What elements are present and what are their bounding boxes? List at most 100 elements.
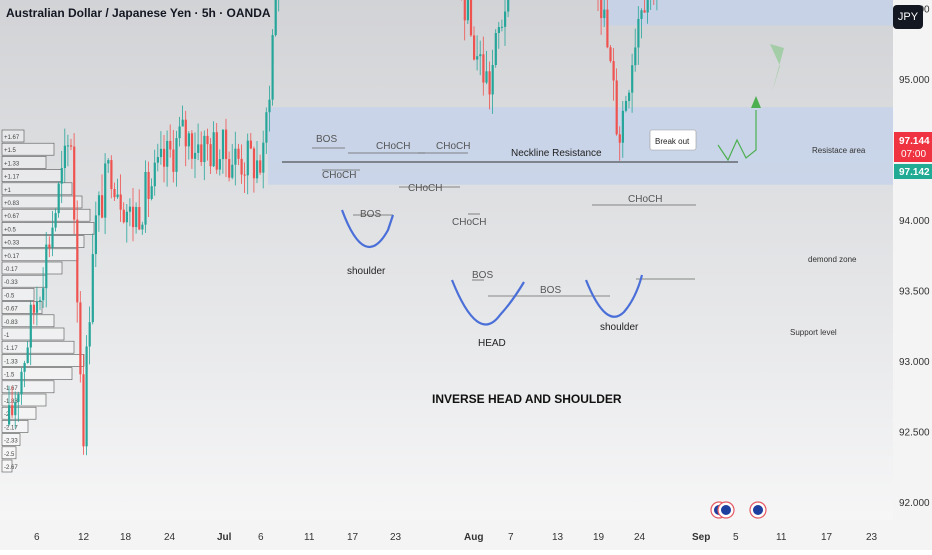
volume-profile-label-5: +0.83 bbox=[4, 201, 20, 207]
candle-body bbox=[184, 119, 187, 147]
volume-profile-label-4: +1 bbox=[4, 188, 12, 194]
volume-profile-label-14: -0.83 bbox=[4, 320, 18, 326]
countdown-label: 07:00 bbox=[901, 149, 926, 160]
candle-body bbox=[11, 405, 14, 416]
last-price-box bbox=[894, 132, 932, 162]
candle-body bbox=[504, 11, 507, 27]
candle-body bbox=[624, 101, 628, 111]
head-curve bbox=[450, 279, 525, 326]
volume-profile-label-8: +0.33 bbox=[4, 241, 20, 247]
candle-body bbox=[97, 195, 101, 216]
candle-body bbox=[209, 144, 212, 167]
candle-body bbox=[476, 56, 479, 60]
structure-label-3: CHoCH bbox=[322, 170, 356, 181]
candle-body bbox=[491, 65, 494, 95]
volume-profile-bar-8 bbox=[1, 235, 85, 248]
volume-profile-label-19: -1.67 bbox=[4, 386, 18, 392]
candle-body bbox=[603, 9, 606, 19]
last-price-label: 97.144 bbox=[899, 136, 930, 147]
candle-body bbox=[259, 160, 262, 173]
x-tick-0: 6 bbox=[34, 532, 40, 543]
currency-button[interactable]: JPY bbox=[893, 5, 923, 29]
x-tick-2: 18 bbox=[120, 532, 132, 543]
structure-label-9: CHoCH bbox=[628, 194, 662, 205]
left-shoulder-label: shoulder bbox=[347, 266, 386, 277]
y-tick-12: 92.500 bbox=[899, 428, 930, 439]
y-tick-9: 94.000 bbox=[899, 216, 930, 227]
volume-profile-label-16: -1.17 bbox=[4, 346, 18, 352]
candle-body bbox=[262, 142, 265, 173]
candle-body bbox=[463, 0, 466, 21]
candle-body bbox=[51, 227, 54, 248]
candle-body bbox=[234, 148, 237, 165]
candle-body bbox=[252, 148, 256, 179]
structure-label-4: BOS bbox=[360, 209, 381, 220]
volume-profile-label-11: -0.33 bbox=[4, 280, 18, 286]
projection-arrow-head bbox=[751, 96, 761, 108]
candle-body bbox=[197, 144, 200, 153]
candle-body bbox=[66, 145, 70, 147]
candle-body bbox=[63, 145, 66, 169]
candle-body bbox=[221, 129, 225, 160]
y-tick-13: 92.000 bbox=[899, 498, 930, 509]
structure-label-5: CHoCH bbox=[408, 183, 442, 194]
prev-price-box bbox=[894, 164, 932, 179]
candle-body bbox=[54, 213, 57, 228]
candle-body bbox=[125, 211, 128, 223]
zone-1 bbox=[600, 0, 893, 26]
candle-body bbox=[482, 54, 485, 83]
candle-body bbox=[187, 133, 190, 147]
candle-body bbox=[82, 374, 85, 447]
candle-body bbox=[631, 65, 634, 93]
volume-profile-bar-7 bbox=[1, 222, 95, 235]
candle-body bbox=[119, 194, 122, 210]
volume-profile-label-22: -2.17 bbox=[4, 425, 18, 431]
candle-body bbox=[466, 0, 469, 21]
candle-body bbox=[485, 71, 488, 83]
candle-body bbox=[268, 99, 271, 113]
candle-body bbox=[212, 132, 215, 167]
candle-body bbox=[150, 186, 153, 199]
volume-profile-bar-17 bbox=[1, 354, 85, 367]
candle-body bbox=[218, 159, 221, 170]
candle-body bbox=[190, 133, 194, 159]
volume-profile-label-10: -0.17 bbox=[4, 267, 18, 273]
chart-background bbox=[0, 0, 893, 520]
candle-body bbox=[8, 405, 11, 425]
price-axis-background bbox=[893, 0, 932, 520]
candle-body bbox=[110, 160, 113, 190]
right-shoulder-curve bbox=[584, 274, 644, 318]
volume-profile-label-23: -2.33 bbox=[4, 439, 18, 445]
x-tick-7: 17 bbox=[347, 532, 359, 543]
candle-body bbox=[48, 244, 51, 248]
candle-body bbox=[26, 347, 29, 364]
candle-body bbox=[618, 134, 621, 143]
candle-body bbox=[166, 140, 169, 167]
candle-body bbox=[91, 254, 94, 323]
candle-body bbox=[181, 119, 184, 127]
candle-body bbox=[609, 47, 612, 62]
candle-body bbox=[203, 135, 206, 163]
y-tick-11: 93.000 bbox=[899, 357, 930, 368]
candle-body bbox=[60, 168, 63, 184]
candle-body bbox=[237, 148, 240, 159]
breakout-box bbox=[649, 129, 697, 151]
volume-profile-bar-20 bbox=[1, 393, 47, 407]
candle-body bbox=[132, 206, 135, 228]
head-label: HEAD bbox=[478, 338, 506, 349]
candle-body bbox=[35, 301, 39, 313]
y-tick-10: 93.500 bbox=[899, 287, 930, 298]
volume-profile-bar-25 bbox=[1, 459, 13, 473]
candle-body bbox=[246, 140, 249, 176]
candle-body bbox=[265, 112, 268, 143]
volume-profile-label-0: +1.67 bbox=[4, 135, 20, 141]
candle-body bbox=[101, 195, 104, 218]
candle-body bbox=[20, 371, 23, 395]
candle-body bbox=[73, 146, 76, 220]
candle-body bbox=[469, 0, 473, 36]
candle-body bbox=[23, 363, 26, 372]
candle-body bbox=[488, 71, 491, 95]
volume-profile-bar-15 bbox=[1, 327, 65, 341]
volume-profile-label-25: -2.67 bbox=[4, 465, 18, 471]
